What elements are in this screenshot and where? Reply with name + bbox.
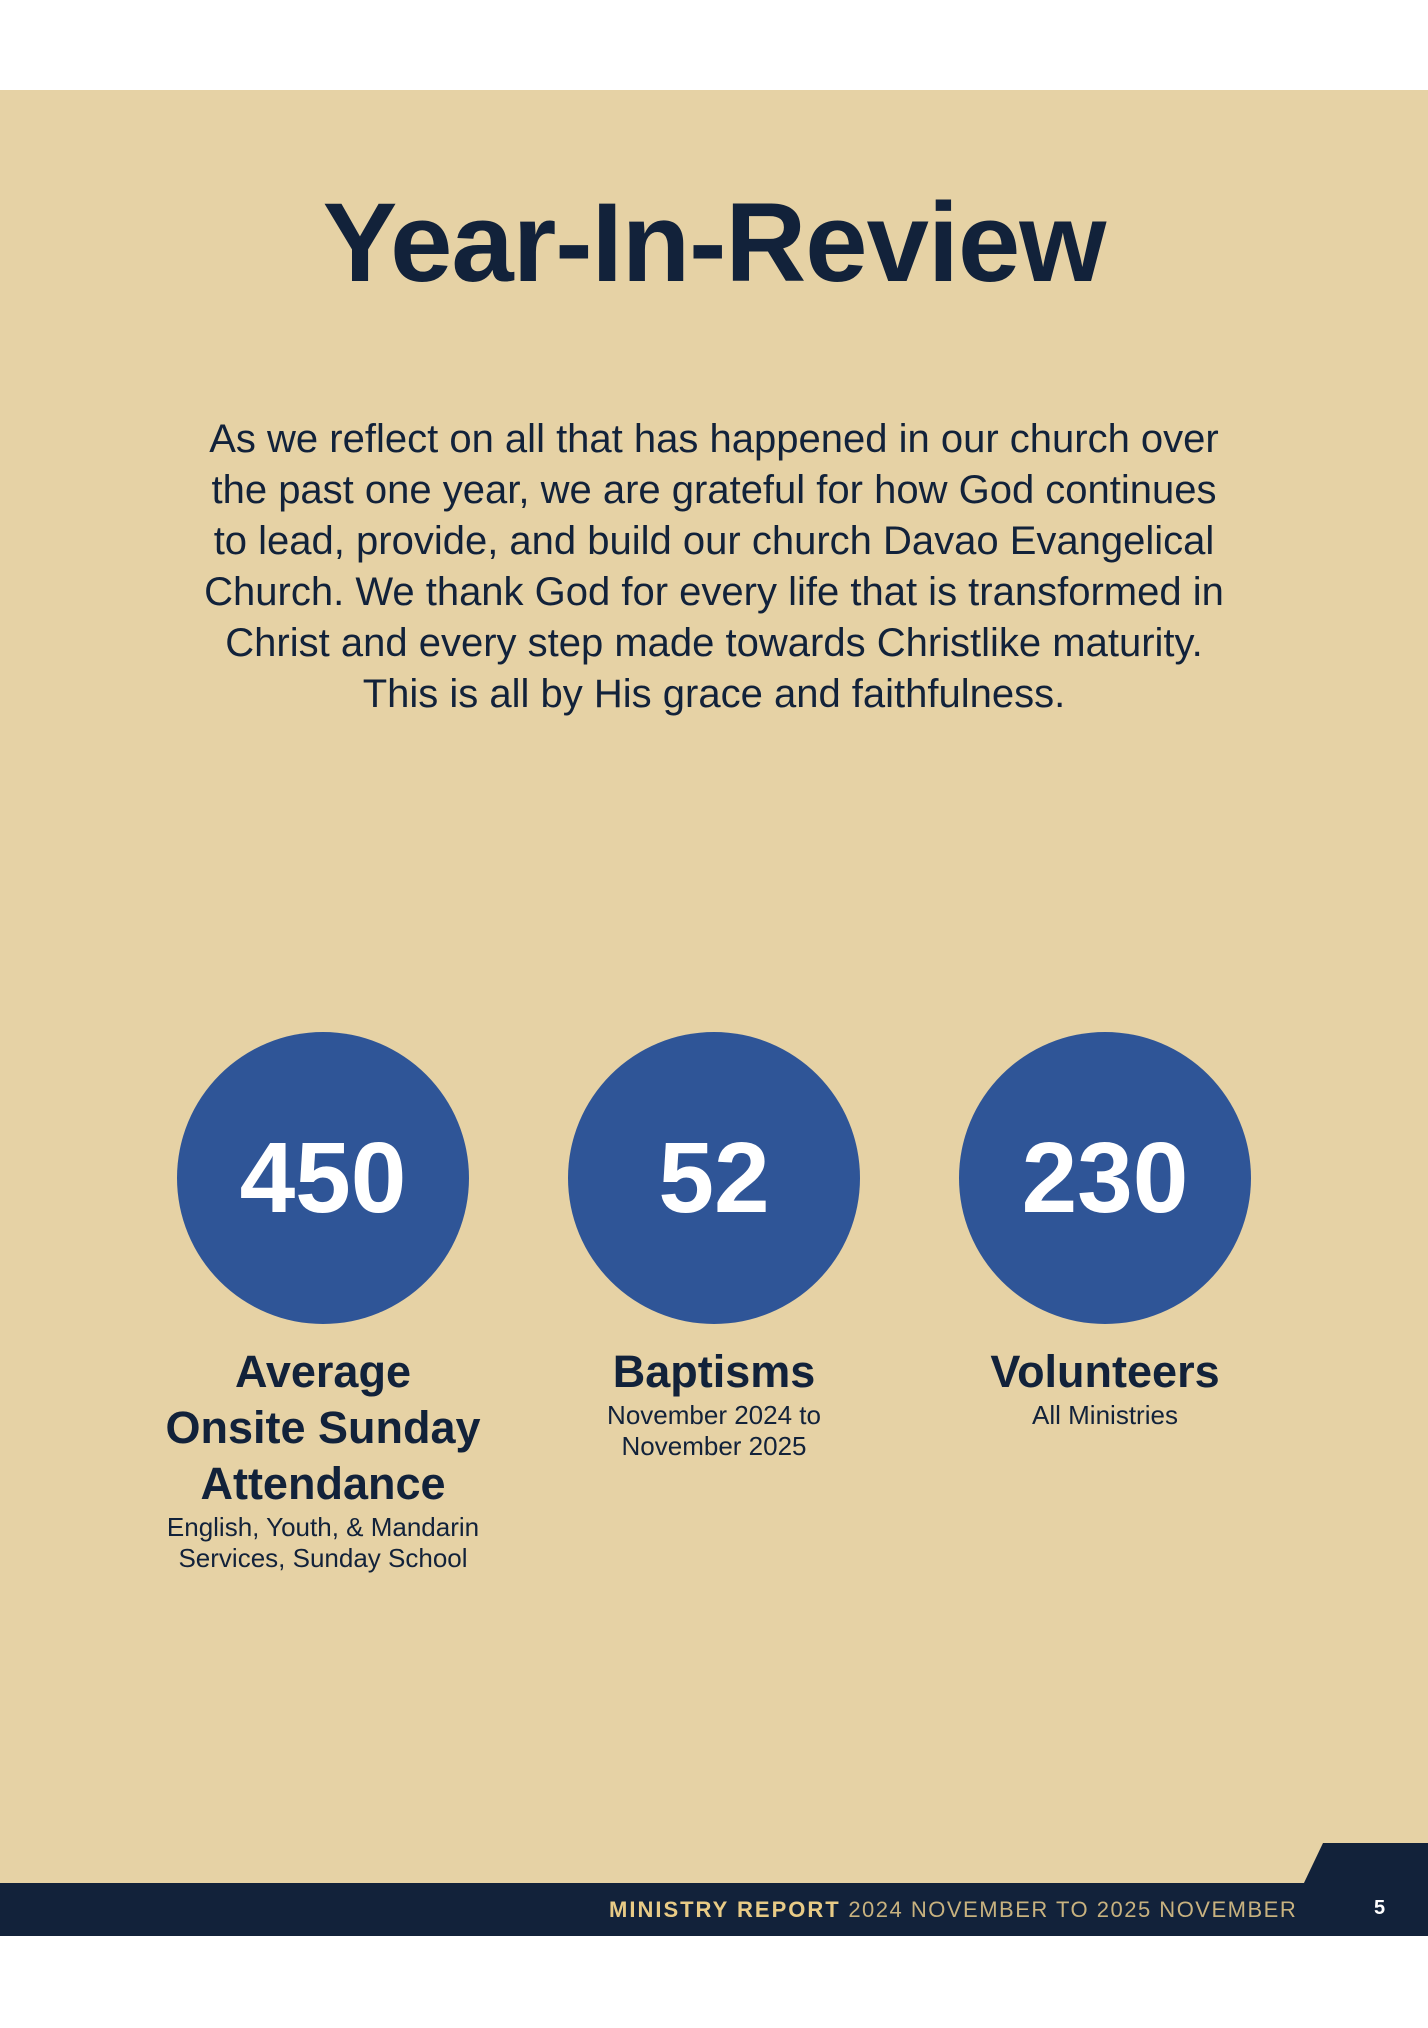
stat-label: Volunteers — [905, 1344, 1305, 1400]
stat-sub-line: November 2024 to — [607, 1400, 821, 1430]
stat-sublabel: November 2024 to November 2025 — [514, 1400, 914, 1462]
footer-text: MINISTRY REPORT 2024 NOVEMBER TO 2025 NO… — [609, 1897, 1297, 1923]
intro-line: Christ and every step made towards Chris… — [225, 621, 1203, 665]
stat-label-line: Attendance — [200, 1458, 446, 1509]
stat-label-line: Onsite Sunday — [165, 1402, 481, 1453]
footer-report-label: MINISTRY REPORT — [609, 1897, 841, 1922]
intro-line: to lead, provide, and build our church D… — [213, 519, 1215, 563]
stat-label: Average Onsite Sunday Attendance — [123, 1344, 523, 1512]
stat-sublabel: All Ministries — [905, 1400, 1305, 1431]
intro-line: This is all by His grace and faithfulnes… — [362, 672, 1066, 716]
stat-sub-line: English, Youth, & Mandarin — [166, 1512, 480, 1542]
stat-label-line: Volunteers — [990, 1346, 1220, 1397]
intro-line: As we reflect on all that has happened i… — [209, 417, 1219, 461]
page-title: Year-In-Review — [322, 180, 1107, 305]
footer-tab — [1303, 1843, 1428, 1885]
stat-attendance: 450 Average Onsite Sunday Attendance Eng… — [123, 1032, 523, 1574]
intro-paragraph: As we reflect on all that has happened i… — [60, 414, 1368, 720]
stat-label: Baptisms — [514, 1344, 914, 1400]
stat-sub-line: Services, Sunday School — [178, 1543, 468, 1573]
page-number: 5 — [1374, 1897, 1386, 1919]
stat-sub-line: All Ministries — [1032, 1400, 1178, 1430]
intro-line: the past one year, we are grateful for h… — [211, 468, 1217, 512]
stat-label-line: Baptisms — [612, 1346, 816, 1397]
stat-sub-line: November 2025 — [621, 1431, 807, 1461]
page-background — [0, 90, 1428, 1890]
footer-period: 2024 NOVEMBER TO 2025 NOVEMBER — [848, 1897, 1298, 1922]
stat-label-line: Average — [235, 1346, 411, 1397]
stat-baptisms: 52 Baptisms November 2024 to November 20… — [514, 1032, 914, 1462]
stat-circle: 450 — [177, 1032, 469, 1324]
footer-band — [0, 1883, 1428, 1936]
stat-volunteers: 230 Volunteers All Ministries — [905, 1032, 1305, 1431]
stat-circle: 230 — [959, 1032, 1251, 1324]
stat-circle: 52 — [568, 1032, 860, 1324]
stat-sublabel: English, Youth, & Mandarin Services, Sun… — [123, 1512, 523, 1574]
intro-line: Church. We thank God for every life that… — [204, 570, 1224, 614]
